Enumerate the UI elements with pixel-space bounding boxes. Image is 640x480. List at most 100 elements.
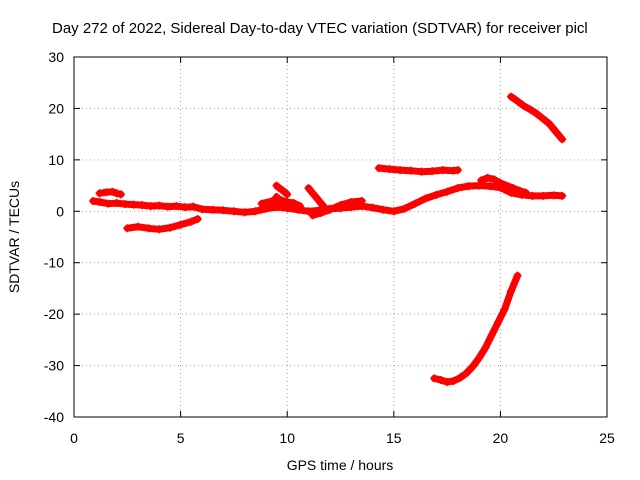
data-point [406,166,415,175]
data-point [313,194,322,203]
data-point [308,189,317,198]
data-point [558,135,567,144]
series-line [507,93,566,143]
x-tick-label: 15 [386,430,402,446]
data-point [219,206,228,215]
y-axis-ticks: -40 -30 -20 -10 0 10 20 30 [44,49,607,425]
data-point [197,205,206,214]
data-point [443,187,452,196]
data-point [432,190,441,199]
data-point [521,188,530,197]
y-tick-label: -40 [44,409,64,425]
data-point [477,176,486,185]
data-point [283,190,292,199]
data-point [193,215,202,223]
data-point [123,224,132,233]
data-point [89,197,98,205]
data-point [549,191,558,200]
chart-title: Day 272 of 2022, Sidereal Day-to-day VTE… [52,20,588,37]
data-point [464,182,473,191]
data-point [487,330,496,339]
y-tick-label: 20 [48,100,64,116]
data-point [490,175,499,184]
data-point [283,198,292,207]
series-9 [507,92,567,144]
x-tick-label: 0 [70,430,78,446]
data-point [551,127,560,136]
data-point [539,191,548,200]
data-point [278,186,287,195]
y-tick-label: 30 [48,49,64,65]
data-point [95,198,104,207]
series-11 [477,173,530,197]
data-point [112,189,121,198]
data-point [462,369,471,378]
y-tick-label: -30 [44,358,64,374]
x-axis-ticks: 0 5 10 15 20 25 [70,57,615,446]
data-point [272,203,281,212]
data-point [336,201,345,210]
data-point [357,197,366,205]
data-point [108,187,117,196]
data-point [453,184,462,193]
x-tick-label: 5 [177,430,185,446]
data-point [496,179,505,187]
data-point [317,199,326,208]
data-point [396,166,405,175]
data-point [455,373,464,382]
data-point [138,201,147,210]
data-point [229,207,238,216]
data-point [507,92,516,101]
data-point [257,199,266,208]
data-point [187,217,196,226]
data-point [545,119,554,128]
series-8 [374,164,462,176]
data-point [485,182,494,191]
y-tick-label: -10 [44,255,64,271]
data-point [304,184,313,193]
data-point [483,173,492,182]
grid-lines [74,57,607,417]
data-point [513,97,522,106]
x-tick-label: 25 [599,430,615,446]
data-point [509,184,518,193]
data-points [89,92,567,387]
data-point [515,186,524,195]
data-point [304,207,313,216]
data-point [133,222,142,231]
data-point [532,109,541,118]
data-point [379,205,388,214]
data-point [519,101,528,110]
data-point [539,114,548,123]
series-10 [430,271,522,387]
data-point [430,374,439,383]
y-tick-label: 0 [56,203,64,219]
data-point [374,164,383,173]
data-point [180,203,189,212]
data-point [417,167,426,176]
data-point [481,343,490,352]
data-point [513,271,522,280]
data-point [240,208,249,217]
data-point [453,166,462,175]
data-point [289,199,298,208]
series-1 [95,187,125,199]
data-point [295,202,304,211]
data-point [163,202,172,211]
data-point [121,200,130,209]
data-point [400,204,409,213]
y-tick-label: 10 [48,152,64,168]
data-point [308,211,317,220]
data-point [368,203,377,212]
data-point [155,225,164,234]
series-3 [257,195,304,211]
series-line [273,182,291,198]
data-point [526,105,535,114]
data-point [443,378,452,387]
data-point [317,208,326,217]
y-tick-label: -20 [44,306,64,322]
data-point [208,205,217,214]
data-point [276,195,285,204]
data-point [436,375,445,384]
data-point [176,220,185,229]
